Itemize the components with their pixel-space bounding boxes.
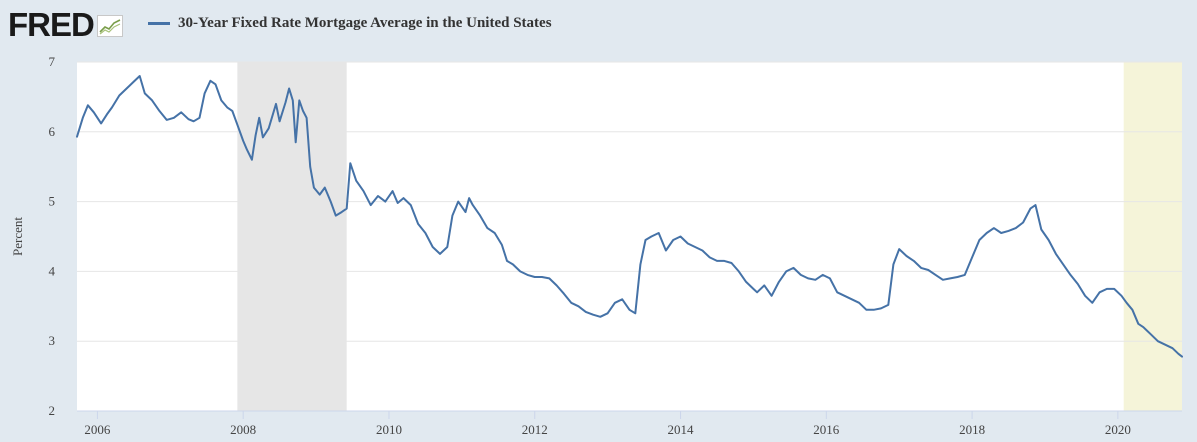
legend-swatch (148, 21, 170, 25)
y-tick-label: 5 (49, 194, 56, 209)
y-tick-label: 6 (49, 124, 56, 139)
x-tick-label: 2016 (813, 422, 840, 437)
recession-shading (237, 62, 347, 411)
y-axis-label: Percent (10, 217, 25, 256)
x-tick-label: 2020 (1105, 422, 1131, 437)
fred-logo-text: FRED (8, 6, 95, 43)
chart-legend[interactable]: 30-Year Fixed Rate Mortgage Average in t… (148, 13, 552, 33)
x-tick-label: 2018 (959, 422, 985, 437)
series-line (76, 75, 1183, 358)
x-tick-label: 2010 (376, 422, 402, 437)
legend-label: 30-Year Fixed Rate Mortgage Average in t… (178, 14, 552, 31)
fred-logo[interactable]: FRED (8, 8, 123, 42)
highlight-shading (1123, 62, 1182, 411)
x-tick-label: 2014 (668, 422, 695, 437)
y-tick-label: 3 (49, 333, 56, 348)
y-tick-label: 4 (49, 263, 56, 278)
x-tick-label: 2008 (230, 422, 256, 437)
y-tick-label: 2 (49, 403, 56, 418)
y-tick-label: 7 (49, 54, 56, 69)
chart-header: FRED 30-Year Fixed Rate Mortgage Average… (0, 0, 1197, 56)
x-tick-label: 2012 (522, 422, 548, 437)
trend-chart-icon (96, 15, 123, 37)
x-tick-label: 2006 (84, 422, 111, 437)
